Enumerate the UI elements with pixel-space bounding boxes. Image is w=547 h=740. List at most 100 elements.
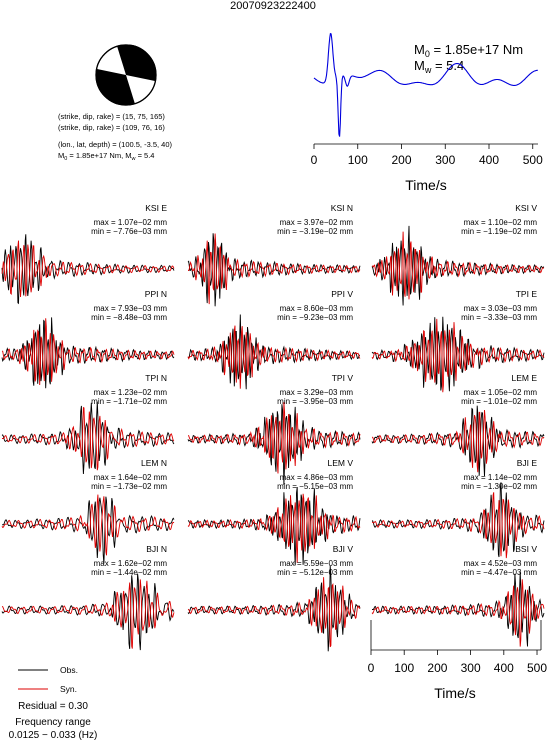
observed-trace: [1, 496, 175, 564]
waveform-tick-label: 500: [527, 661, 547, 675]
panel-station-label: TPI E: [516, 289, 538, 299]
stf-curve: [313, 32, 538, 137]
mechanism-line-1: (strike, dip, rake) = (15, 75, 165): [58, 112, 165, 121]
stf-tick-label: 0: [311, 153, 318, 167]
stf-x-axis-label: Time/s: [405, 177, 446, 193]
synthetic-trace: [1, 318, 175, 386]
stf-tick-label: 200: [391, 153, 411, 167]
stf-tick-label: 500: [523, 153, 543, 167]
panel-max-label: max = 5.59e−03 mm: [280, 559, 354, 568]
panel-max-label: max = 3.29e−03 mm: [280, 388, 354, 397]
panel-min-label: min = −3.33e−03 mm: [461, 313, 537, 322]
synthetic-trace: [187, 577, 361, 648]
frequency-range-title: Frequency range: [15, 717, 91, 728]
panel-max-label: max = 1.23e−02 mm: [94, 388, 168, 397]
panel-min-label: min = −1.30e−02 mm: [461, 482, 537, 491]
panel-max-label: max = 1.10e−02 mm: [464, 218, 538, 227]
waveform-tick-label: 300: [461, 661, 481, 675]
waveform-x-axis: 0 100 200 300 400 500: [368, 620, 547, 675]
panel-station-label: BJI V: [333, 544, 354, 554]
panel-station-label: PPI N: [145, 289, 167, 299]
figure-title: 20070923222400: [230, 0, 316, 12]
stf-x-axis: 0 100 200 300 400 500: [311, 143, 543, 167]
observed-trace: [371, 482, 545, 558]
synthetic-trace: [1, 494, 175, 556]
synthetic-trace: [1, 406, 175, 471]
panel-station-label: TPI V: [332, 373, 354, 383]
panel-max-label: max = 4.52e−03 mm: [464, 559, 538, 568]
panel-max-label: max = 3.03e−03 mm: [464, 304, 538, 313]
panel-min-label: min = −5.12e−03 mm: [277, 568, 353, 577]
panel-min-label: min = −1.73e−02 mm: [91, 482, 167, 491]
panel-max-label: max = 1.07e−02 mm: [94, 218, 168, 227]
synthetic-trace: [1, 240, 175, 298]
panel-min-label: min = −1.01e−02 mm: [461, 397, 537, 406]
panel-min-label: min = −9.23e−03 mm: [277, 313, 353, 322]
panel-station-label: PPI V: [331, 289, 353, 299]
synthetic-trace: [371, 579, 545, 647]
waveform-tick-label: 100: [394, 661, 414, 675]
synthetic-trace: [188, 233, 361, 305]
stf-tick-label: 400: [479, 153, 499, 167]
panel-max-label: max = 3.97e−02 mm: [280, 218, 354, 227]
panel-station-label: BSI V: [515, 544, 537, 554]
waveform-tick-label: 0: [368, 661, 375, 675]
stf-m0-label: M0 = 1.85e+17 Nm: [414, 42, 523, 59]
legend-syn-label: Syn.: [60, 684, 77, 694]
panel-min-label: min = −1.71e−02 mm: [91, 397, 167, 406]
observed-trace: [371, 316, 545, 392]
legend: Obs. Syn.: [18, 665, 78, 694]
panel-min-label: min = −1.19e−02 mm: [461, 227, 537, 236]
synthetic-trace: [1, 579, 175, 649]
panel-station-label: KSI N: [331, 203, 353, 213]
panel-min-label: min = −5.15e−03 mm: [277, 482, 353, 491]
synthetic-trace: [188, 402, 361, 474]
panel-min-label: min = −4.47e−03 mm: [461, 568, 537, 577]
synthetic-trace: [372, 492, 545, 559]
observed-trace: [372, 571, 545, 647]
panel-station-label: KSI E: [145, 203, 167, 213]
panel-max-label: max = 8.60e−03 mm: [280, 304, 354, 313]
beachball-compression-quadrant-1: [117, 44, 156, 81]
synthetic-trace: [372, 231, 545, 300]
synthetic-trace: [371, 409, 545, 473]
panel-station-label: LEM V: [327, 458, 353, 468]
panel-min-label: min = −3.95e−03 mm: [277, 397, 353, 406]
panel-max-label: max = 4.86e−03 mm: [280, 473, 354, 482]
legend-obs-label: Obs.: [60, 665, 78, 675]
synthetic-trace: [371, 318, 545, 393]
frequency-range-value: 0.0125 − 0.033 (Hz): [9, 730, 98, 740]
waveform-tick-label: 200: [427, 661, 447, 675]
panel-station-label: LEM E: [511, 373, 537, 383]
mechanism-line-4: M0 = 1.85e+17 Nm, Mw = 5.4: [58, 151, 154, 162]
stf-tick-label: 100: [348, 153, 368, 167]
waveform-tick-label: 400: [494, 661, 514, 675]
residual-value: Residual = 0.30: [18, 701, 88, 712]
panel-station-label: TPI N: [145, 373, 167, 383]
observed-trace: [187, 565, 361, 652]
panel-max-label: max = 1.05e−02 mm: [464, 388, 538, 397]
panel-station-label: BJI E: [517, 458, 538, 468]
panel-station-label: KSI V: [515, 203, 537, 213]
panel-min-label: min = −3.19e−02 mm: [277, 227, 353, 236]
panel-min-label: min = −8.48e−03 mm: [91, 313, 167, 322]
panel-max-label: max = 1.62e−02 mm: [94, 559, 168, 568]
panel-max-label: max = 1.64e−02 mm: [94, 473, 168, 482]
synthetic-trace: [187, 325, 361, 389]
beachball-compression-quadrant-2: [96, 69, 135, 106]
focal-mechanism-beachball: [95, 44, 157, 106]
